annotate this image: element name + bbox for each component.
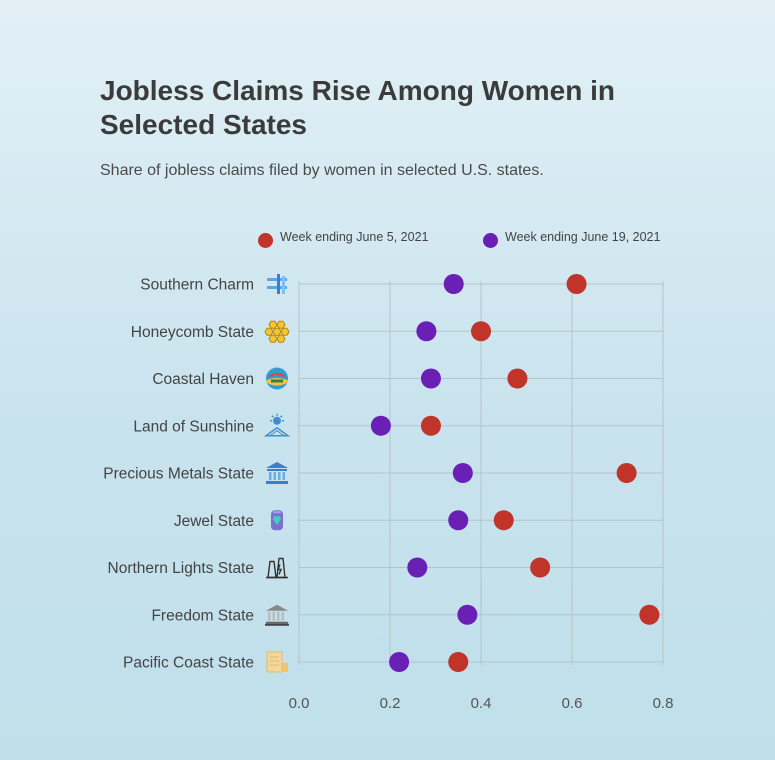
monument-icon (265, 604, 289, 626)
category-label: Southern Charm (140, 277, 254, 294)
legend-label-june-5: Week ending June 5, 2021 (280, 230, 429, 244)
legend-label-june-19: Week ending June 19, 2021 (505, 230, 661, 244)
legend-item-june-5: Week ending June 5, 2021 (258, 226, 429, 248)
gem-icon (271, 510, 283, 531)
x-tick-label: 0.2 (380, 695, 401, 712)
legend-item-june-19: Week ending June 19, 2021 (483, 226, 660, 248)
x-tick-label: 0.6 (562, 695, 583, 712)
category-label: Northern Lights State (108, 560, 254, 577)
bridge-icon (267, 274, 287, 294)
honeycomb-icon (264, 320, 290, 343)
point-june-19 (457, 604, 478, 625)
x-tick-label: 0.0 (289, 695, 310, 712)
category-label: Pacific Coast State (123, 655, 254, 672)
point-june-5 (448, 652, 469, 672)
map-icon (266, 651, 288, 673)
point-june-5 (639, 604, 660, 625)
point-june-19 (452, 463, 473, 483)
point-june-5 (530, 557, 551, 578)
category-label: Land of Sunshine (133, 418, 254, 435)
point-june-19 (407, 557, 428, 578)
power-plant-icon (266, 557, 288, 579)
legend-dot-june-19 (483, 233, 498, 248)
category-label: Coastal Haven (152, 371, 254, 388)
bank-icon (266, 462, 288, 484)
point-june-5 (507, 368, 528, 389)
category-label: Honeycomb State (131, 324, 254, 341)
chart-title: Jobless Claims Rise Among Women in Selec… (100, 75, 616, 140)
category-label: Jewel State (174, 513, 254, 530)
point-june-5 (493, 510, 514, 531)
point-june-5 (616, 463, 637, 483)
point-june-5 (420, 415, 441, 436)
chart-subtitle: Share of jobless claims filed by women i… (100, 162, 544, 179)
point-june-19 (416, 321, 437, 342)
sun-icon (263, 413, 291, 437)
point-june-5 (566, 274, 587, 294)
legend-dot-june-5 (258, 233, 273, 248)
category-label: Freedom State (151, 607, 254, 624)
x-tick-label: 0.4 (471, 695, 492, 712)
point-june-19 (389, 652, 410, 672)
point-june-19 (443, 274, 464, 294)
point-june-19 (420, 368, 441, 389)
beach-icon (266, 367, 288, 390)
point-june-19 (448, 510, 469, 531)
point-june-5 (471, 321, 491, 342)
x-tick-label: 0.8 (653, 695, 674, 712)
point-june-19 (370, 415, 391, 436)
category-label: Precious Metals State (103, 466, 254, 483)
